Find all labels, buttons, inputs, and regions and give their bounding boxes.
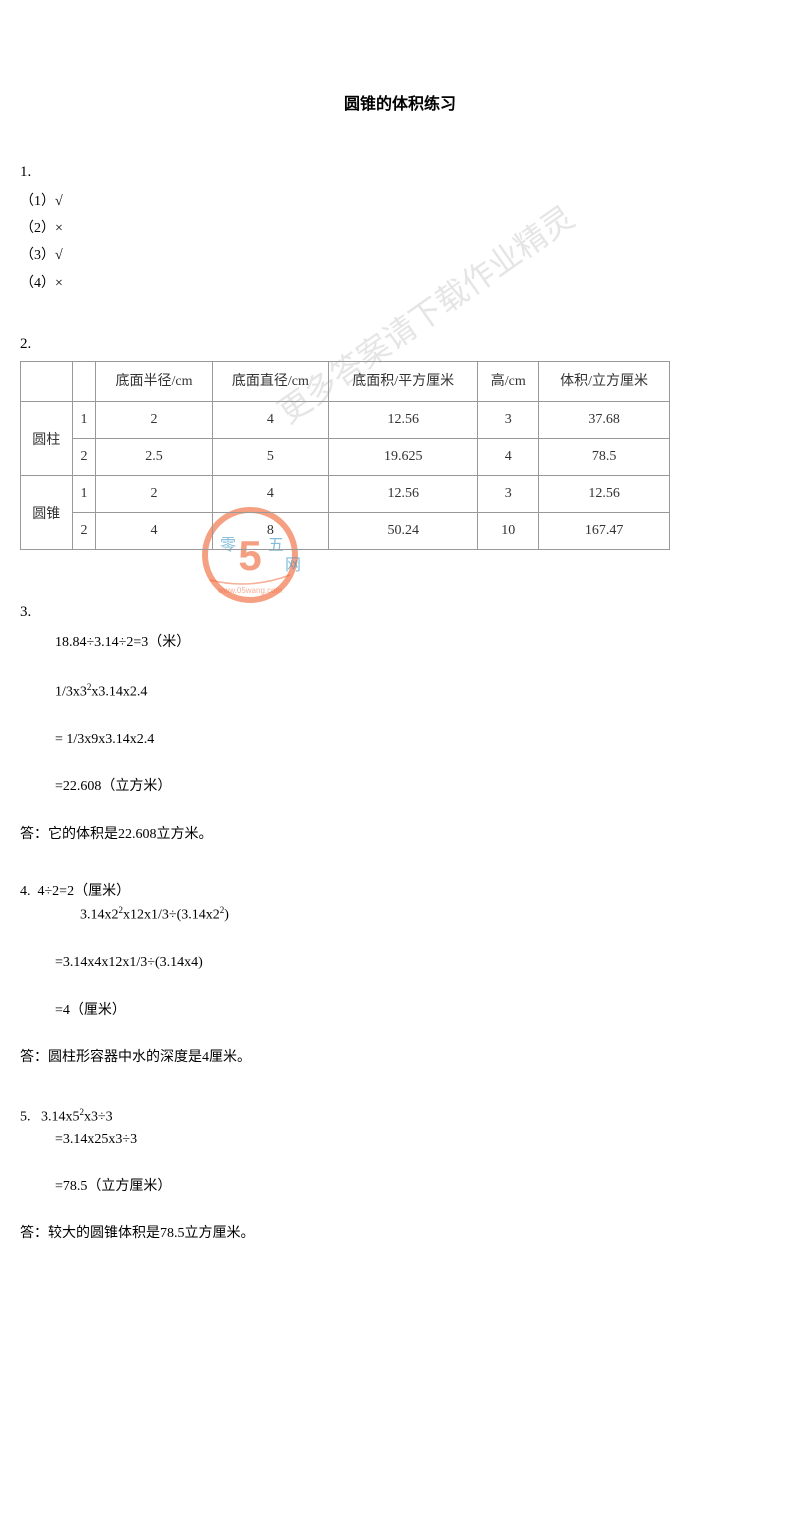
- table-cell: 50.24: [329, 513, 478, 550]
- table-row: 2 2.5 5 19.625 4 78.5: [21, 439, 670, 476]
- answer-line: 答：较大的圆锥体积是78.5立方厘米。: [20, 1223, 780, 1245]
- table-row: 圆柱 1 2 4 12.56 3 37.68: [21, 402, 670, 439]
- table-cell: 5: [212, 439, 328, 476]
- q1-item: （2）×: [20, 216, 780, 241]
- table-cell: 3: [478, 476, 539, 513]
- data-table: 底面半径/cm 底面直径/cm 底面积/平方厘米 高/cm 体积/立方厘米 圆柱…: [20, 361, 670, 551]
- answer-line: 答：它的体积是22.608立方米。: [20, 824, 780, 846]
- table-row: 圆锥 1 2 4 12.56 3 12.56: [21, 476, 670, 513]
- table-cell: 1: [72, 476, 96, 513]
- table-cell: 12.56: [329, 402, 478, 439]
- question-3: 3. 18.84÷3.14÷2=3（米） 1/3x32x3.14x2.4 = 1…: [20, 600, 780, 846]
- table-cell: 1: [72, 402, 96, 439]
- table-cell: 19.625: [329, 439, 478, 476]
- table-cell: 37.68: [539, 402, 670, 439]
- table-cell: 12.56: [539, 476, 670, 513]
- table-cell: 2.5: [96, 439, 212, 476]
- question-5: 5. 3.14x52x3÷3 =3.14x25x3÷3 =78.5（立方厘米） …: [20, 1105, 780, 1246]
- table-header: [21, 361, 73, 402]
- table-cell: 2: [96, 402, 212, 439]
- table-cell: 2: [72, 513, 96, 550]
- table-header-row: 底面半径/cm 底面直径/cm 底面积/平方厘米 高/cm 体积/立方厘米: [21, 361, 670, 402]
- q1-item: （4）×: [20, 271, 780, 296]
- q1-item: （1）√: [20, 189, 780, 214]
- table-header: 高/cm: [478, 361, 539, 402]
- table-cell: 2: [72, 439, 96, 476]
- q1-item: （3）√: [20, 243, 780, 268]
- table-cell: 10: [478, 513, 539, 550]
- table-row: 2 4 8 50.24 10 167.47: [21, 513, 670, 550]
- q3-number: 3.: [20, 600, 780, 624]
- table-header: 底面直径/cm: [212, 361, 328, 402]
- table-cell: 3: [478, 402, 539, 439]
- table-cell: 78.5: [539, 439, 670, 476]
- q5-line1: 5. 3.14x52x3÷3: [20, 1105, 780, 1129]
- answer-line: 答：圆柱形容器中水的深度是4厘米。: [20, 1047, 780, 1069]
- table-header: 底面积/平方厘米: [329, 361, 478, 402]
- calc-line: = 1/3x9x3.14x2.4: [55, 729, 780, 751]
- calc-line: 1/3x32x3.14x2.4: [55, 680, 780, 704]
- q2-number: 2.: [20, 336, 780, 353]
- table-header: 体积/立方厘米: [539, 361, 670, 402]
- page-title: 圆锥的体积练习: [20, 90, 780, 114]
- table-cell: 4: [212, 402, 328, 439]
- q1-number: 1.: [20, 164, 780, 181]
- question-1: 1. （1）√ （2）× （3）√ （4）×: [20, 164, 780, 296]
- calc-line: =3.14x25x3÷3: [55, 1129, 780, 1151]
- table-cell: 圆柱: [21, 402, 73, 476]
- question-2: 2. 底面半径/cm 底面直径/cm 底面积/平方厘米 高/cm 体积/立方厘米…: [20, 336, 780, 551]
- table-cell: 2: [96, 476, 212, 513]
- table-header: [72, 361, 96, 402]
- table-cell: 4: [96, 513, 212, 550]
- calc-line: =22.608（立方米）: [55, 776, 780, 798]
- calc-line: 18.84÷3.14÷2=3（米）: [55, 632, 780, 654]
- calc-line: =4（厘米）: [55, 1000, 780, 1022]
- table-cell: 12.56: [329, 476, 478, 513]
- table-cell: 4: [478, 439, 539, 476]
- question-4: 4. 4÷2=2（厘米） 3.14x22x12x1/3÷(3.14x22) =3…: [20, 881, 780, 1070]
- calc-line: 3.14x22x12x1/3÷(3.14x22): [80, 903, 780, 927]
- table-cell: 167.47: [539, 513, 670, 550]
- table-cell: 4: [212, 476, 328, 513]
- q4-line1: 4. 4÷2=2（厘米）: [20, 881, 780, 903]
- table-cell: 8: [212, 513, 328, 550]
- calc-line: =78.5（立方厘米）: [55, 1176, 780, 1198]
- calc-line: =3.14x4x12x1/3÷(3.14x4): [55, 952, 780, 974]
- table-cell: 圆锥: [21, 476, 73, 550]
- table-header: 底面半径/cm: [96, 361, 212, 402]
- q1-answers: （1）√ （2）× （3）√ （4）×: [20, 189, 780, 296]
